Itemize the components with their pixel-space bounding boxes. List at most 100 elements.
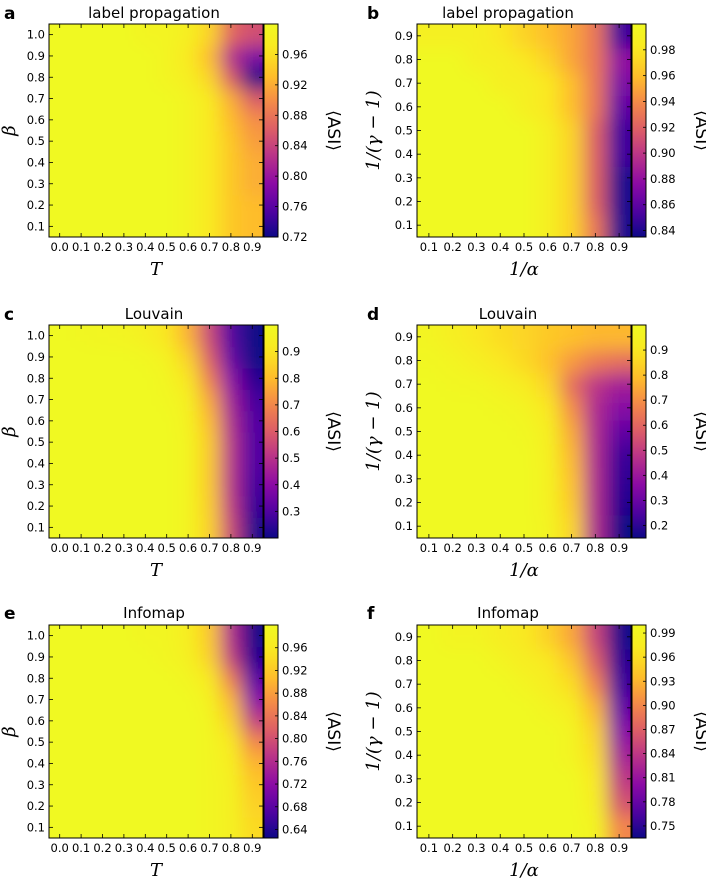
y-tick-label: 0.8 (27, 371, 45, 385)
heatmap-cell (488, 514, 514, 538)
y-tick-label: 0.3 (27, 177, 45, 191)
heatmap-cell (198, 625, 222, 648)
heatmap-cell (440, 71, 466, 96)
heatmap-cell (91, 646, 115, 669)
y-tick-label: 0.4 (27, 756, 45, 770)
heatmap-cell (559, 71, 585, 96)
heatmap-cell (535, 71, 561, 96)
heatmap-cell (607, 372, 631, 397)
heatmap-cell (91, 516, 115, 538)
heatmap-cell (440, 47, 466, 73)
heatmap-cell (464, 118, 490, 144)
heatmap-cell (156, 130, 179, 153)
heatmap-cell (156, 173, 179, 196)
y-tick-label: 0.1 (27, 520, 45, 534)
heatmap-cell (512, 490, 537, 516)
heatmap-cell (583, 490, 609, 516)
x-tick-label: 0.5 (158, 240, 176, 254)
x-tick-label: 0.6 (179, 240, 197, 254)
heatmap-cell (49, 752, 72, 776)
heatmap-cell (198, 816, 222, 838)
heatmap-cell (177, 346, 200, 369)
y-tick-label: 0.4 (395, 147, 413, 161)
y-tick-label: 0.2 (27, 198, 45, 212)
heatmap-cell (156, 151, 179, 175)
heatmap-cell (134, 346, 157, 369)
colorbar-tick-label: 0.72 (282, 777, 308, 791)
x-tick-label: 0.0 (51, 240, 69, 254)
heatmap-cell (49, 24, 72, 47)
heatmap-cell (440, 696, 466, 721)
x-tick-label: 0.6 (539, 240, 557, 254)
heatmap-cell (220, 45, 243, 68)
heatmap-cell (113, 215, 136, 237)
heatmap-cell (559, 514, 585, 538)
heatmap-cell (220, 816, 243, 838)
heatmap-cell (535, 325, 561, 350)
heatmap-cell (91, 130, 115, 153)
colorbar-tick-label: 0.94 (650, 94, 676, 108)
y-tick-label: 0.4 (27, 456, 45, 470)
heatmap-cell (464, 71, 490, 96)
heatmap-cell (488, 490, 514, 516)
heatmap-cell (583, 118, 609, 144)
heatmap-cell (607, 443, 631, 468)
heatmap-cell (488, 790, 514, 816)
y-tick-label: 0.4 (395, 448, 413, 462)
heatmap-cell (70, 625, 93, 648)
x-tick-label: 0.9 (610, 841, 628, 855)
heatmap-cells (417, 325, 631, 538)
x-tick-label: 0.6 (539, 841, 557, 855)
heatmap-cell (134, 795, 157, 818)
heatmap-cell (583, 648, 609, 674)
colorbar-tick-label: 0.5 (650, 443, 668, 457)
heatmap-cell (113, 667, 136, 690)
heatmap-cell (113, 795, 136, 818)
heatmap-cell (607, 696, 631, 721)
heatmap-cell (91, 109, 115, 132)
heatmap-cell (91, 625, 115, 648)
heatmap-cell (417, 142, 442, 167)
heatmap-cell (113, 646, 136, 669)
heatmap-cell (91, 173, 115, 196)
heatmap-cell (70, 731, 93, 754)
x-axis-label: 1/α (509, 860, 539, 881)
heatmap-cell (464, 372, 490, 397)
heatmap-cell (156, 24, 179, 47)
colorbar-tick-label: 0.5 (282, 451, 300, 465)
heatmap-cell (417, 348, 442, 374)
heatmap-cell (535, 24, 561, 49)
heatmap-cell (177, 774, 200, 797)
y-tick-label: 0.9 (395, 330, 413, 344)
heatmap-cell (198, 795, 222, 818)
heatmap-cell (49, 452, 72, 476)
heatmap-cell (488, 142, 514, 167)
x-tick-label: 0.6 (179, 541, 197, 555)
heatmap-cell (583, 95, 609, 120)
heatmap-cell (70, 431, 93, 454)
heatmap-cell (220, 752, 243, 776)
heatmap-cell (134, 66, 157, 89)
heatmap-cell (512, 213, 537, 237)
colorbar-tick-label: 0.88 (282, 108, 308, 122)
heatmap-cell (49, 795, 72, 818)
heatmap-cell (417, 189, 442, 215)
heatmap-cell (156, 452, 179, 476)
heatmap-cell (241, 816, 263, 838)
x-tick-label: 0.2 (93, 240, 111, 254)
heatmap-cell (241, 388, 263, 412)
heatmap-cell (49, 109, 72, 132)
colorbar-tick-label: 0.68 (282, 800, 308, 814)
y-tick-label: 0.5 (395, 725, 413, 739)
heatmap-cell (559, 95, 585, 120)
colorbar-tick-label: 0.3 (650, 493, 668, 507)
heatmap-cell (535, 648, 561, 674)
heatmap-cell (241, 646, 263, 669)
heatmap-cell (49, 410, 72, 433)
heatmap-cell (70, 474, 93, 497)
heatmap-cell (177, 452, 200, 476)
heatmap-cells (49, 325, 263, 538)
heatmap-cell (113, 130, 136, 153)
heatmap-cell (241, 367, 263, 390)
heatmap-cell (91, 45, 115, 68)
